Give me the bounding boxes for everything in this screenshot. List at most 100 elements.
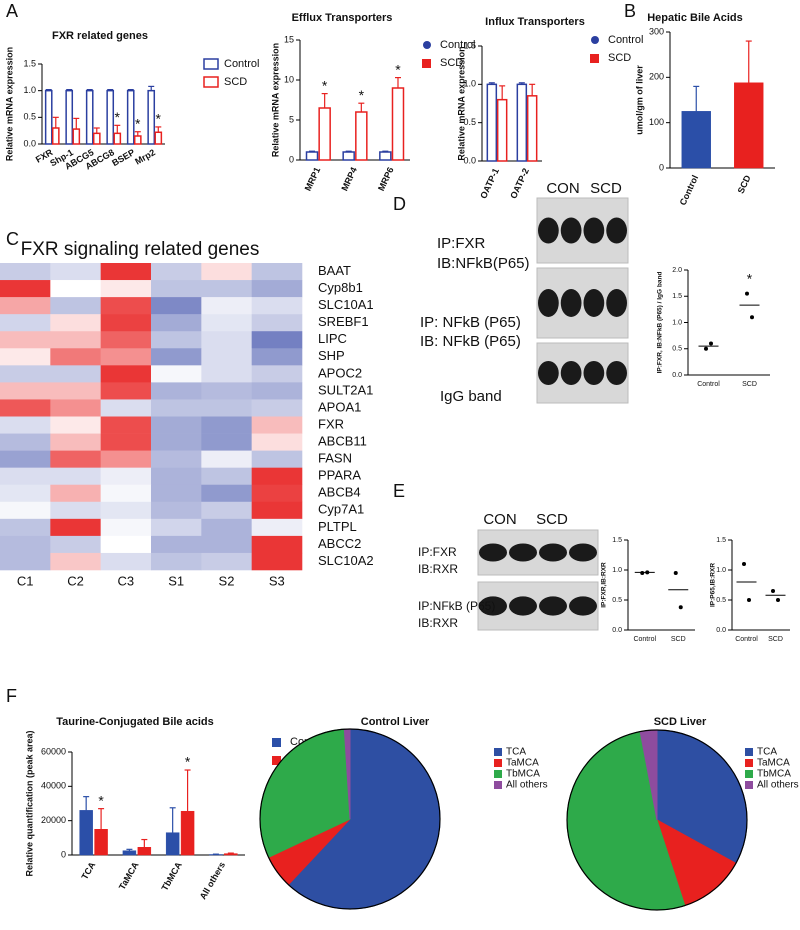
legend-label: SCD	[440, 57, 463, 69]
heatmap-cell	[0, 280, 51, 298]
blot-band	[539, 596, 567, 616]
blot-band	[560, 289, 582, 317]
data-point	[673, 571, 678, 575]
chart-title: Control Liver	[361, 716, 430, 728]
heatmap-cell	[100, 450, 152, 468]
heatmap-cell	[100, 552, 152, 571]
bar	[79, 810, 93, 856]
column-label: C3	[118, 573, 135, 588]
y-tick-label: 0.5	[463, 117, 476, 127]
y-tick-label: 20000	[41, 815, 66, 825]
panel-label: F	[6, 686, 17, 706]
heatmap-cell	[100, 280, 152, 298]
heatmap-cell	[151, 518, 202, 537]
heatmap-cell	[151, 467, 202, 486]
heatmap-cell	[251, 552, 303, 571]
bar	[137, 847, 152, 856]
bar	[165, 832, 180, 856]
y-tick-label: 200	[649, 72, 664, 82]
heatmap-cell	[50, 535, 101, 554]
legend-label: Control	[224, 58, 259, 70]
legend-marker	[272, 738, 281, 747]
y-tick-label: 15	[284, 34, 294, 44]
heatmap-cell	[50, 501, 101, 520]
heatmap-cell	[50, 416, 101, 434]
x-tick-label: SCD	[742, 381, 757, 388]
data-point	[771, 589, 775, 593]
y-tick-label: 60000	[41, 746, 66, 756]
data-point	[750, 315, 754, 320]
row-label: FXR	[318, 416, 344, 431]
x-tick-label: SCD	[671, 636, 686, 643]
panel-label: A	[6, 1, 18, 21]
heatmap-cell	[0, 348, 51, 366]
heatmap-cell	[0, 467, 51, 486]
x-tick-label: MRP1	[303, 166, 323, 193]
heatmap-cell	[201, 484, 252, 503]
y-tick-label: 1.0	[23, 85, 36, 95]
heatmap-cell	[100, 467, 152, 486]
data-point	[776, 598, 780, 602]
significance: *	[135, 115, 141, 131]
heatmap-cell	[151, 331, 202, 349]
y-axis-label: IP:P65,IB:RXR	[710, 563, 717, 607]
significance: *	[156, 111, 162, 127]
bar	[305, 151, 319, 161]
heatmap-cell	[0, 433, 51, 451]
significance: *	[115, 109, 121, 125]
blot-band	[560, 217, 582, 244]
row-label: APOC2	[318, 365, 362, 380]
legend-marker	[591, 36, 599, 44]
chart-title: FXR related genes	[52, 30, 148, 42]
bar	[526, 95, 538, 162]
y-tick-label: 1.5	[672, 293, 682, 300]
data-point	[709, 341, 713, 346]
row-label: PLTPL	[318, 519, 357, 534]
heatmap-cell	[100, 535, 152, 554]
legend-label: All others	[757, 780, 799, 791]
y-tick-label: 100	[649, 117, 664, 127]
blot-band	[569, 596, 597, 616]
pie-outline	[259, 728, 441, 910]
significance: *	[747, 270, 753, 286]
blot-band	[509, 596, 537, 616]
heatmap-cell	[201, 552, 252, 571]
heatmap-cell	[0, 263, 51, 281]
blot-label: IP: NFkB (P65)	[420, 314, 521, 331]
heatmap-cell	[50, 297, 101, 315]
y-tick-label: 0.5	[672, 346, 682, 353]
heatmap-cell	[50, 382, 101, 400]
heatmap-cell	[50, 518, 101, 537]
column-label: S3	[269, 573, 285, 588]
lane-label: SCD	[590, 180, 622, 197]
y-tick-label: 0.0	[672, 372, 682, 379]
heatmap-cell	[151, 535, 202, 554]
heatmap-cell	[151, 314, 202, 332]
x-tick-label: All others	[198, 860, 227, 901]
heatmap-cell	[151, 416, 202, 434]
heatmap-cell	[0, 484, 51, 503]
y-axis-label: Relative quantification (peak area)	[24, 730, 34, 876]
data-point	[704, 346, 708, 351]
heatmap-cell	[251, 399, 303, 417]
legend-label: TbMCA	[757, 769, 791, 780]
lane-label: CON	[483, 511, 516, 528]
y-tick-label: 1.0	[716, 567, 726, 574]
y-tick-label: 0	[289, 154, 294, 164]
heatmap-cell	[201, 348, 252, 366]
bar	[486, 83, 498, 162]
y-tick-label: 0.5	[612, 597, 622, 604]
heatmap-cell	[151, 501, 202, 520]
heatmap-cell	[151, 348, 202, 366]
y-tick-label: 1.5	[463, 40, 476, 50]
heatmap-cell	[50, 280, 101, 298]
heatmap-cell	[251, 297, 303, 315]
heatmap-cell	[100, 416, 152, 434]
panel-label: C	[6, 229, 19, 249]
heatmap-cell	[151, 263, 202, 281]
y-tick-label: 1.5	[23, 58, 36, 68]
bar	[94, 829, 108, 856]
chart-title: Influx Transporters	[485, 16, 585, 28]
legend-marker	[203, 76, 219, 88]
blot-label: IP:NFkB (P65)	[418, 599, 495, 613]
